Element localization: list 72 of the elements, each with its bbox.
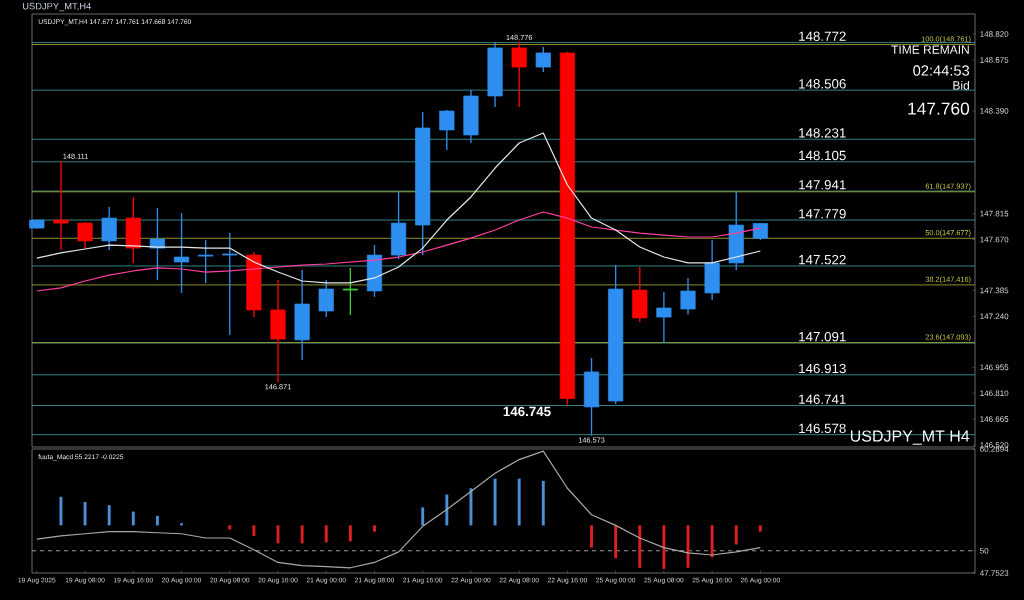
bar [180,523,183,526]
bar [493,478,497,526]
line-series [36,450,761,569]
bar [300,525,304,544]
y-tick-label: 147.240 [980,313,1009,320]
candlestick [173,212,190,294]
ref-line-label: 147.091 [799,331,846,342]
y-tick-label: 148.675 [980,57,1009,63]
bar [590,525,593,548]
y-tick-label: 148.390 [980,108,1009,114]
bar [517,478,521,526]
chart-title: USDJPY_MT,H4 [22,2,91,12]
bar [228,525,232,530]
y-tick-label: 50 [980,547,989,554]
bar [59,496,63,526]
text: 147.760 [908,102,970,115]
bar [373,525,376,532]
y-tick-label: 146.810 [980,390,1009,397]
bar [734,525,738,545]
y-tick-label: 148.820 [980,31,1009,37]
text: Bid [953,80,969,90]
text: TIME REMAIN [891,45,969,54]
y-tick-label: 147.815 [980,210,1009,217]
bar [662,525,666,569]
ref-line-label: 148.105 [799,150,846,161]
ref-line-label: 148.231 [799,128,846,138]
annotation: 146.745 [503,406,551,417]
ref-line-label: 147.522 [799,254,846,265]
candlestick [680,277,696,316]
y-tick-label: 146.955 [980,364,1009,371]
y-tick-label: 146.520 [980,442,1009,448]
text: USDJPY_MT H4 [850,430,970,445]
y-tick-label: 146.665 [980,416,1009,422]
candlestick [318,279,334,318]
candlestick [342,267,358,316]
line-series [36,132,761,284]
bar [83,502,87,526]
bar [710,525,714,558]
bar [469,488,473,526]
bar [131,511,135,526]
ref-line-label: 147.941 [799,180,846,190]
candlestick [439,109,455,151]
ref-line-label: 146.913 [799,363,846,374]
candlestick [198,239,214,284]
candlestick [656,291,672,344]
text: 02:44:53 [913,65,970,76]
ref-line-label: 146.578 [799,423,846,434]
bar [348,525,352,542]
bar [614,525,618,559]
candlestick [511,41,527,108]
ref-line-label: 148.506 [799,79,846,89]
bar [445,494,449,526]
y-tick-label: 147.670 [980,236,1009,243]
bar [252,525,256,536]
candlestick [222,232,238,336]
ref-line-label: 147.779 [799,209,846,219]
y-tick-label: 147.385 [980,287,1009,294]
bar [758,525,762,532]
bar [155,515,159,526]
candlestick [77,221,93,249]
candlestick [53,160,69,251]
y-tick-label: 60.2894 [980,446,1009,452]
ref-line-label: 148.772 [799,31,846,41]
bar [638,525,642,568]
bar [421,507,425,526]
bar [324,525,328,543]
candlestick [535,46,551,73]
y-tick-label: 47.7523 [979,570,1009,576]
bar [107,505,111,526]
candlestick [101,206,117,251]
bar [541,480,545,526]
ref-line-label: 146.741 [799,394,846,404]
